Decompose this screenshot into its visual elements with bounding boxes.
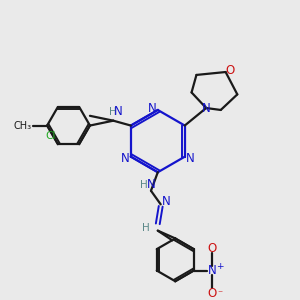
Text: N: N <box>147 178 155 191</box>
Text: O: O <box>226 64 235 76</box>
Text: O: O <box>208 287 217 300</box>
Text: O: O <box>208 242 217 255</box>
Text: N: N <box>148 101 156 115</box>
Text: CH₃: CH₃ <box>14 121 32 130</box>
Text: N: N <box>114 105 122 119</box>
Text: H: H <box>142 223 150 233</box>
Text: H: H <box>110 107 117 117</box>
Text: N: N <box>208 264 217 277</box>
Text: N: N <box>186 152 195 165</box>
Text: ⁻: ⁻ <box>218 289 223 299</box>
Text: N: N <box>162 195 171 208</box>
Text: +: + <box>216 262 224 271</box>
Text: Cl: Cl <box>46 131 56 141</box>
Text: N: N <box>121 152 129 165</box>
Text: N: N <box>202 101 211 115</box>
Text: H: H <box>140 180 148 190</box>
